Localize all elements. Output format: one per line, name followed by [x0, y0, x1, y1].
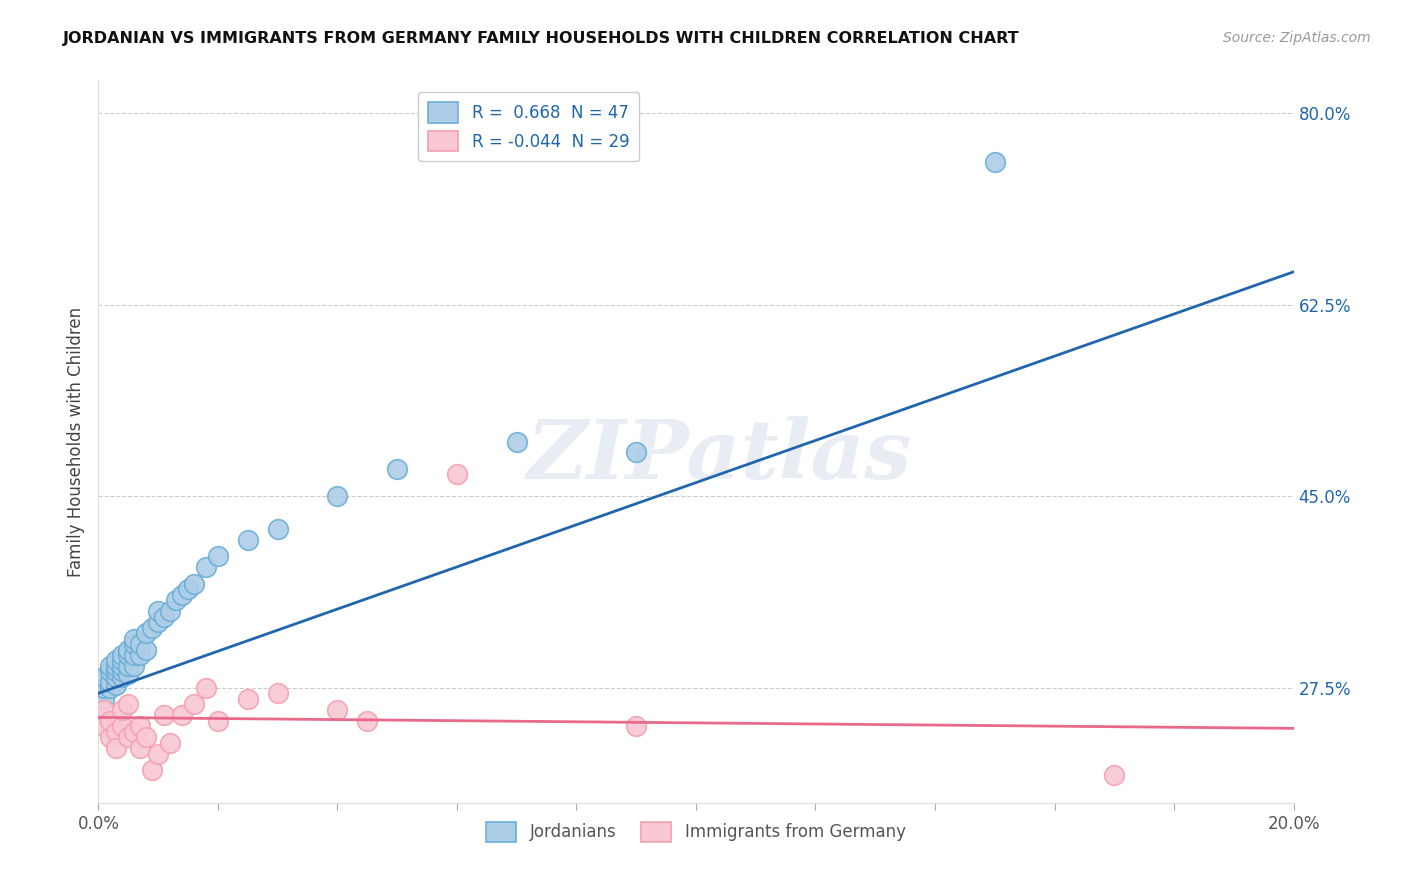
Point [105, 677, 128, 691]
Point [124, 724, 146, 739]
Point [93, 703, 115, 717]
Point [129, 648, 152, 662]
Point [148, 615, 170, 630]
Point [356, 714, 378, 728]
Point [98, 675, 122, 690]
Point [124, 648, 146, 662]
Point [195, 681, 218, 695]
Text: Source: ZipAtlas.com: Source: ZipAtlas.com [1223, 31, 1371, 45]
Point [446, 467, 468, 482]
Point [105, 665, 128, 679]
Point [267, 686, 290, 700]
Point [153, 609, 176, 624]
Point [117, 730, 139, 744]
Point [117, 666, 139, 681]
Point [183, 577, 205, 591]
Point [129, 637, 152, 651]
Point [148, 604, 170, 618]
Point [326, 703, 349, 717]
Point [111, 653, 134, 667]
Point [93, 670, 115, 684]
Point [172, 588, 194, 602]
Point [98, 714, 122, 728]
Point [183, 698, 205, 712]
Point [626, 445, 648, 459]
Point [111, 703, 134, 717]
Point [111, 670, 134, 684]
Point [98, 659, 122, 673]
Point [236, 691, 259, 706]
Point [141, 763, 163, 777]
Point [124, 659, 146, 673]
Point [117, 659, 139, 673]
Point [626, 719, 648, 733]
Point [111, 659, 134, 673]
Y-axis label: Family Households with Children: Family Households with Children [66, 307, 84, 576]
Point [148, 747, 170, 761]
Point [105, 670, 128, 684]
Point [124, 637, 146, 651]
Point [129, 741, 152, 756]
Legend: Jordanians, Immigrants from Germany: Jordanians, Immigrants from Germany [479, 815, 912, 848]
Point [984, 155, 1007, 169]
Point [141, 621, 163, 635]
Point [207, 714, 229, 728]
Point [117, 642, 139, 657]
Point [129, 719, 152, 733]
Point [98, 681, 122, 695]
Point [207, 549, 229, 564]
Point [117, 648, 139, 662]
Point [105, 741, 128, 756]
Point [135, 626, 157, 640]
Text: ZIPatlas: ZIPatlas [527, 416, 912, 496]
Point [195, 560, 218, 574]
Point [135, 642, 157, 657]
Point [153, 708, 176, 723]
Point [506, 434, 529, 449]
Point [165, 593, 187, 607]
Text: JORDANIAN VS IMMIGRANTS FROM GERMANY FAMILY HOUSEHOLDS WITH CHILDREN CORRELATION: JORDANIAN VS IMMIGRANTS FROM GERMANY FAM… [63, 31, 1019, 46]
Point [135, 730, 157, 744]
Point [117, 698, 139, 712]
Point [105, 659, 128, 673]
Point [177, 582, 200, 597]
Point [172, 708, 194, 723]
Point [111, 665, 134, 679]
Point [105, 724, 128, 739]
Point [93, 719, 115, 733]
Point [159, 735, 181, 749]
Point [105, 653, 128, 667]
Point [385, 462, 409, 476]
Point [93, 691, 115, 706]
Point [326, 489, 349, 503]
Point [267, 522, 290, 536]
Point [93, 681, 115, 695]
Point [236, 533, 259, 547]
Point [1104, 768, 1126, 782]
Point [98, 665, 122, 679]
Point [111, 648, 134, 662]
Point [124, 632, 146, 646]
Point [98, 730, 122, 744]
Point [111, 719, 134, 733]
Point [159, 604, 181, 618]
